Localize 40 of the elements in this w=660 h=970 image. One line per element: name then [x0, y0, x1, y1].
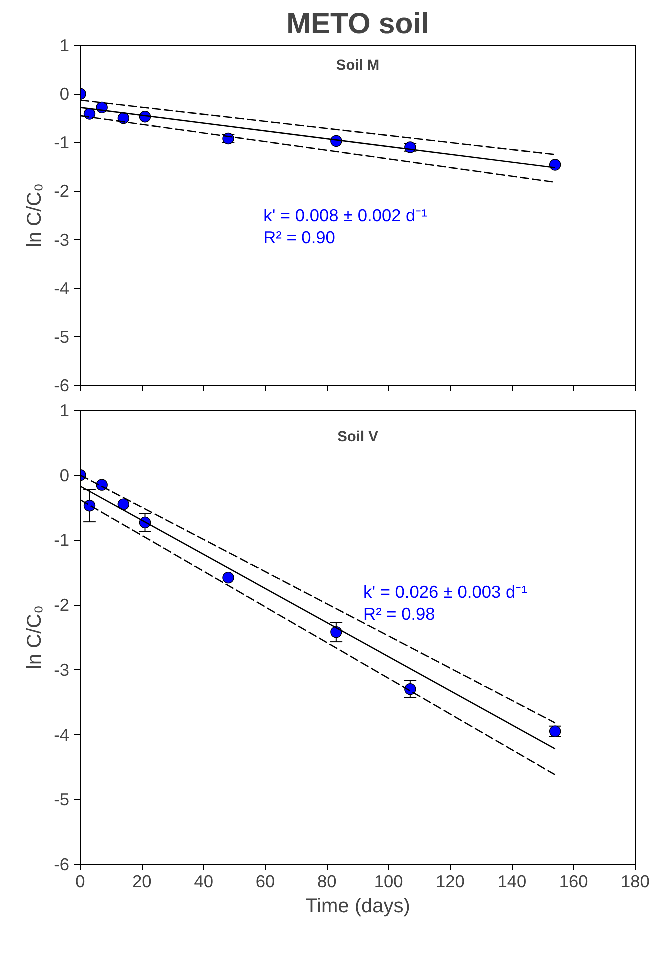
x-tick-label: 60 [256, 872, 276, 892]
annotation: k' = 0.008 ± 0.002 d⁻¹ [264, 206, 428, 226]
y-tick-label: -4 [54, 724, 70, 745]
annotation: R² = 0.90 [264, 228, 336, 248]
x-axis-title: Time (days) [306, 896, 410, 918]
annotation: R² = 0.98 [364, 604, 436, 624]
y-tick-label: -2 [54, 181, 70, 202]
point [118, 498, 130, 510]
point [549, 159, 562, 171]
point [222, 572, 234, 584]
x-tick-label: 80 [318, 872, 337, 892]
y-tick-label: 0 [60, 465, 70, 486]
text: Soil V [338, 430, 379, 446]
y-tick-label: 1 [60, 36, 70, 56]
x-tick-label: 0 [76, 872, 86, 892]
x-tick-label: 20 [132, 872, 152, 892]
y-tick-label: -5 [54, 790, 70, 810]
x-tick-label: 120 [436, 872, 465, 892]
y-tick-label: 0 [60, 84, 70, 104]
x-tick-label: 40 [194, 872, 214, 892]
annotation: k' = 0.026 ± 0.003 d⁻¹ [364, 582, 528, 602]
y-tick-label: -1 [54, 132, 70, 153]
y-tick-label: -6 [54, 376, 70, 396]
y-tick-label: -3 [54, 660, 70, 680]
chart-title: METO soil [286, 8, 430, 40]
text: Soil M [336, 58, 380, 74]
x-tick-label: 140 [498, 872, 527, 892]
y-tick-label: -3 [54, 230, 70, 250]
y-tick-label: -6 [54, 854, 70, 874]
y-tick-label: -4 [54, 278, 70, 298]
x-tick-label: 180 [621, 872, 650, 892]
x-tick-label: 100 [374, 872, 404, 892]
y-tick-label: -1 [54, 530, 70, 550]
point [96, 479, 108, 491]
x-tick-label: 160 [559, 872, 588, 892]
y-tick-label: 1 [60, 400, 70, 420]
y-axis-title: ln C/C₀ [24, 606, 46, 670]
y-axis-title: ln C/C₀ [24, 184, 46, 248]
y-tick-label: -5 [54, 326, 70, 347]
y-tick-label: -2 [54, 595, 70, 616]
